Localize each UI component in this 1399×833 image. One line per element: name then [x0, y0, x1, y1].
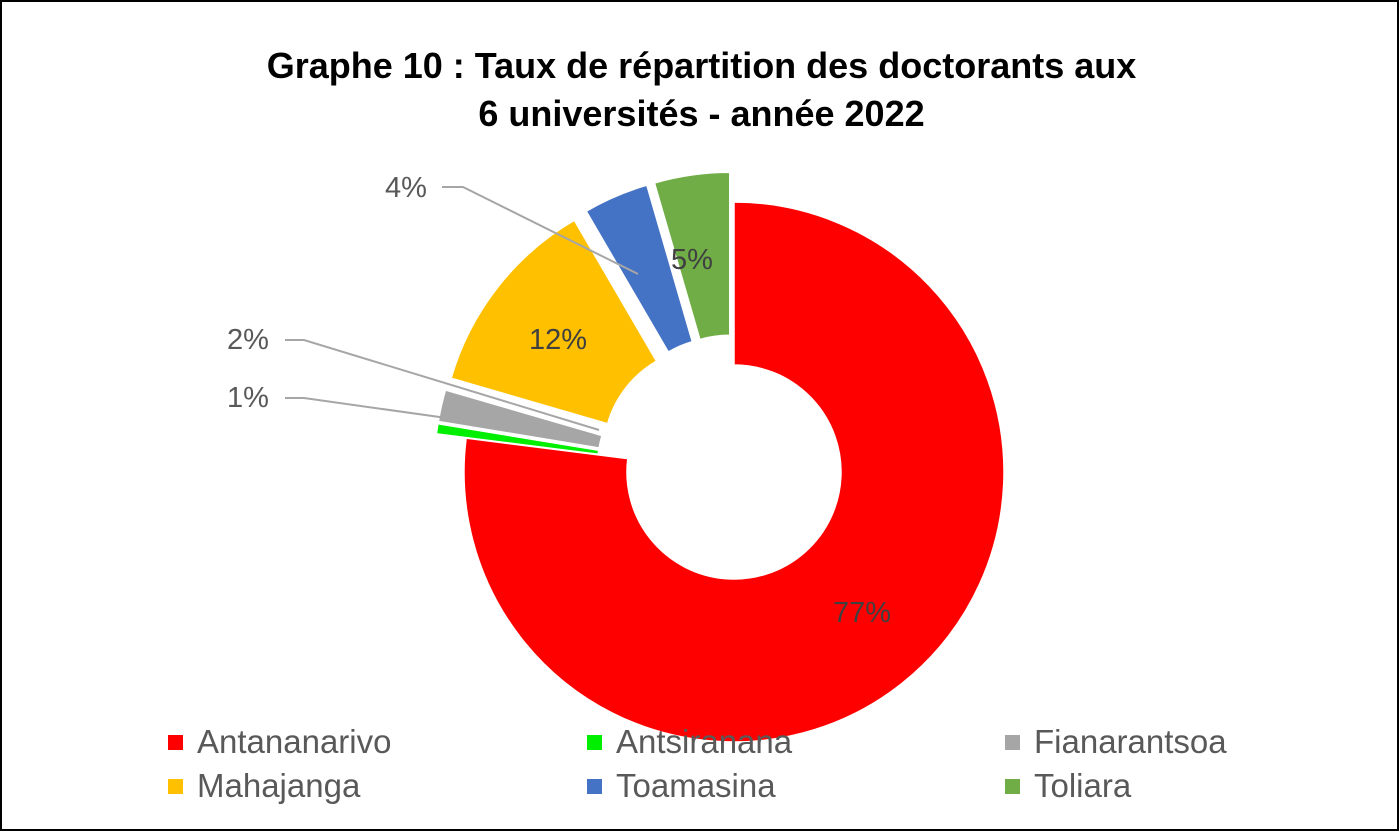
legend-label-toamasina: Toamasina — [616, 767, 776, 804]
legend-item-toliara: Toliara — [1005, 764, 1131, 808]
slice-toliara — [653, 171, 731, 341]
data-label-toamasina: 4% — [385, 172, 427, 204]
chart-title: Graphe 10 : Taux de répartition des doct… — [2, 42, 1399, 138]
legend-swatch-antananarivo — [168, 734, 183, 750]
data-label-toliara: 5% — [671, 244, 713, 276]
legend-swatch-antsiranana — [587, 734, 602, 750]
chart-legend: Antananarivo Antsiranana Fianarantsoa Ma… — [2, 720, 1399, 820]
legend-item-antananarivo: Antananarivo — [168, 720, 391, 764]
legend-label-mahajanga: Mahajanga — [197, 767, 361, 804]
legend-swatch-mahajanga — [168, 778, 183, 794]
leader-line-antsiranana — [285, 397, 597, 440]
legend-item-antsiranana: Antsiranana — [587, 720, 792, 764]
legend-label-antsiranana: Antsiranana — [616, 723, 793, 760]
slice-antsiranana — [435, 422, 600, 456]
legend-item-mahajanga: Mahajanga — [168, 764, 360, 808]
leader-line-toamasina — [442, 186, 639, 275]
leader-line-fianarantsoa — [285, 339, 600, 431]
chart-title-line-2: 6 universités - année 2022 — [478, 93, 925, 134]
data-label-antananarivo: 77% — [833, 597, 891, 629]
legend-label-antananarivo: Antananarivo — [197, 723, 392, 760]
legend-swatch-toamasina — [587, 778, 602, 794]
legend-label-fianarantsoa: Fianarantsoa — [1034, 723, 1227, 760]
slice-toamasina — [585, 184, 694, 354]
data-label-fianarantsoa: 2% — [227, 324, 269, 356]
data-label-mahajanga: 12% — [529, 324, 587, 356]
legend-item-fianarantsoa: Fianarantsoa — [1005, 720, 1227, 764]
legend-item-toamasina: Toamasina — [587, 764, 776, 808]
legend-label-toliara: Toliara — [1034, 767, 1132, 804]
chart-title-line-1: Graphe 10 : Taux de répartition des doct… — [266, 45, 1137, 86]
data-label-antsiranana: 1% — [227, 382, 269, 414]
legend-swatch-toliara — [1005, 778, 1020, 794]
slice-mahajanga — [450, 219, 658, 425]
legend-swatch-fianarantsoa — [1005, 734, 1020, 750]
slice-antananarivo — [463, 201, 1005, 743]
